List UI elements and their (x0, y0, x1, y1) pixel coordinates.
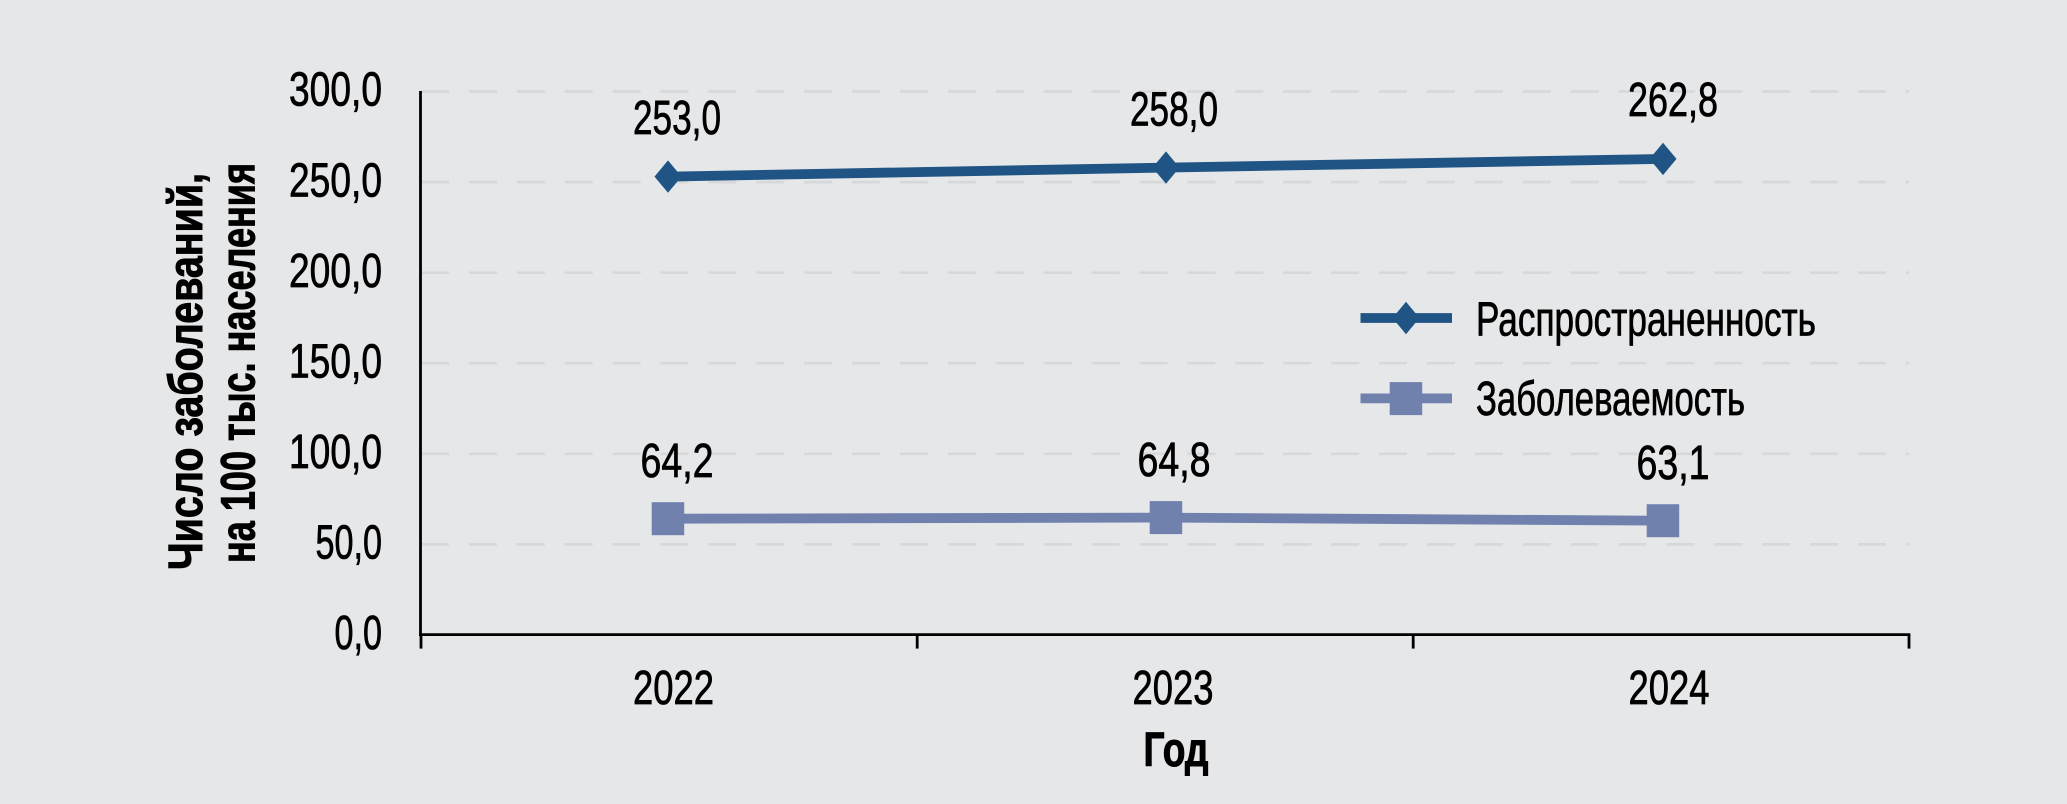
svg-text:64,8: 64,8 (1138, 434, 1211, 487)
svg-text:63,1: 63,1 (1637, 437, 1710, 490)
svg-text:Заболеваемость: Заболеваемость (1476, 373, 1745, 426)
svg-text:258,0: 258,0 (1130, 84, 1218, 137)
svg-text:2023: 2023 (1133, 662, 1214, 715)
svg-text:2024: 2024 (1629, 662, 1710, 715)
svg-text:Год: Год (1144, 724, 1209, 777)
svg-text:2022: 2022 (633, 662, 714, 715)
svg-text:50,0: 50,0 (316, 517, 383, 570)
svg-text:250,0: 250,0 (289, 154, 382, 207)
svg-text:262,8: 262,8 (1628, 74, 1718, 127)
svg-text:Число заболеваний,: Число заболеваний, (160, 173, 213, 570)
svg-text:150,0: 150,0 (289, 335, 382, 388)
svg-text:Распространенность: Распространенность (1476, 294, 1816, 347)
svg-text:на 100 тыс. населения: на 100 тыс. населения (213, 163, 266, 563)
svg-text:200,0: 200,0 (289, 245, 382, 298)
svg-text:253,0: 253,0 (633, 92, 721, 145)
svg-text:100,0: 100,0 (289, 426, 382, 479)
svg-text:300,0: 300,0 (289, 64, 382, 117)
svg-text:0,0: 0,0 (335, 607, 383, 660)
svg-text:64,2: 64,2 (641, 435, 714, 488)
